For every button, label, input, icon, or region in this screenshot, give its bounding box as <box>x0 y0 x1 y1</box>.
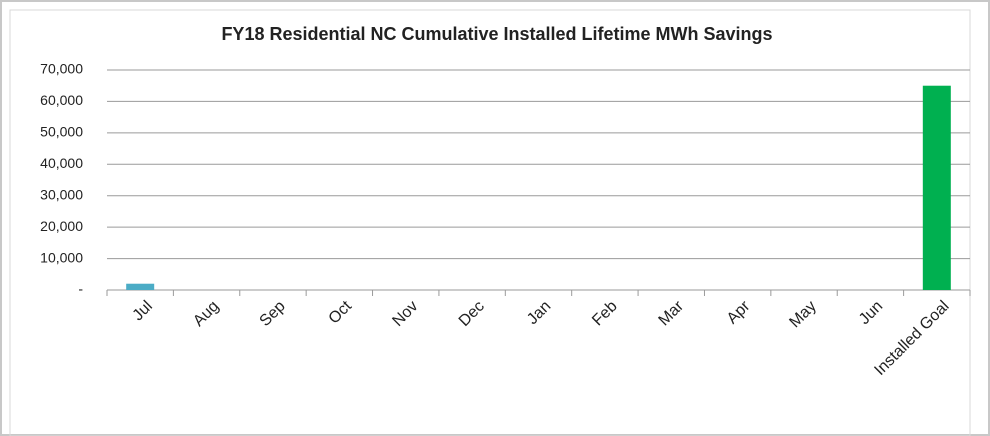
chart-title: FY18 Residential NC Cumulative Installed… <box>221 24 772 44</box>
y-tick-label: 40,000 <box>40 155 83 171</box>
y-tick-label: 10,000 <box>40 249 83 265</box>
bar <box>126 283 155 290</box>
bar <box>922 85 951 290</box>
chart-area-border <box>9 9 971 436</box>
y-tick-label: 20,000 <box>40 218 83 234</box>
y-tick-label: 50,000 <box>40 124 83 140</box>
y-tick-label: - <box>78 281 83 297</box>
y-tick-label: 30,000 <box>40 186 83 202</box>
y-tick-label: 60,000 <box>40 92 83 108</box>
y-tick-label: 70,000 <box>40 61 83 77</box>
